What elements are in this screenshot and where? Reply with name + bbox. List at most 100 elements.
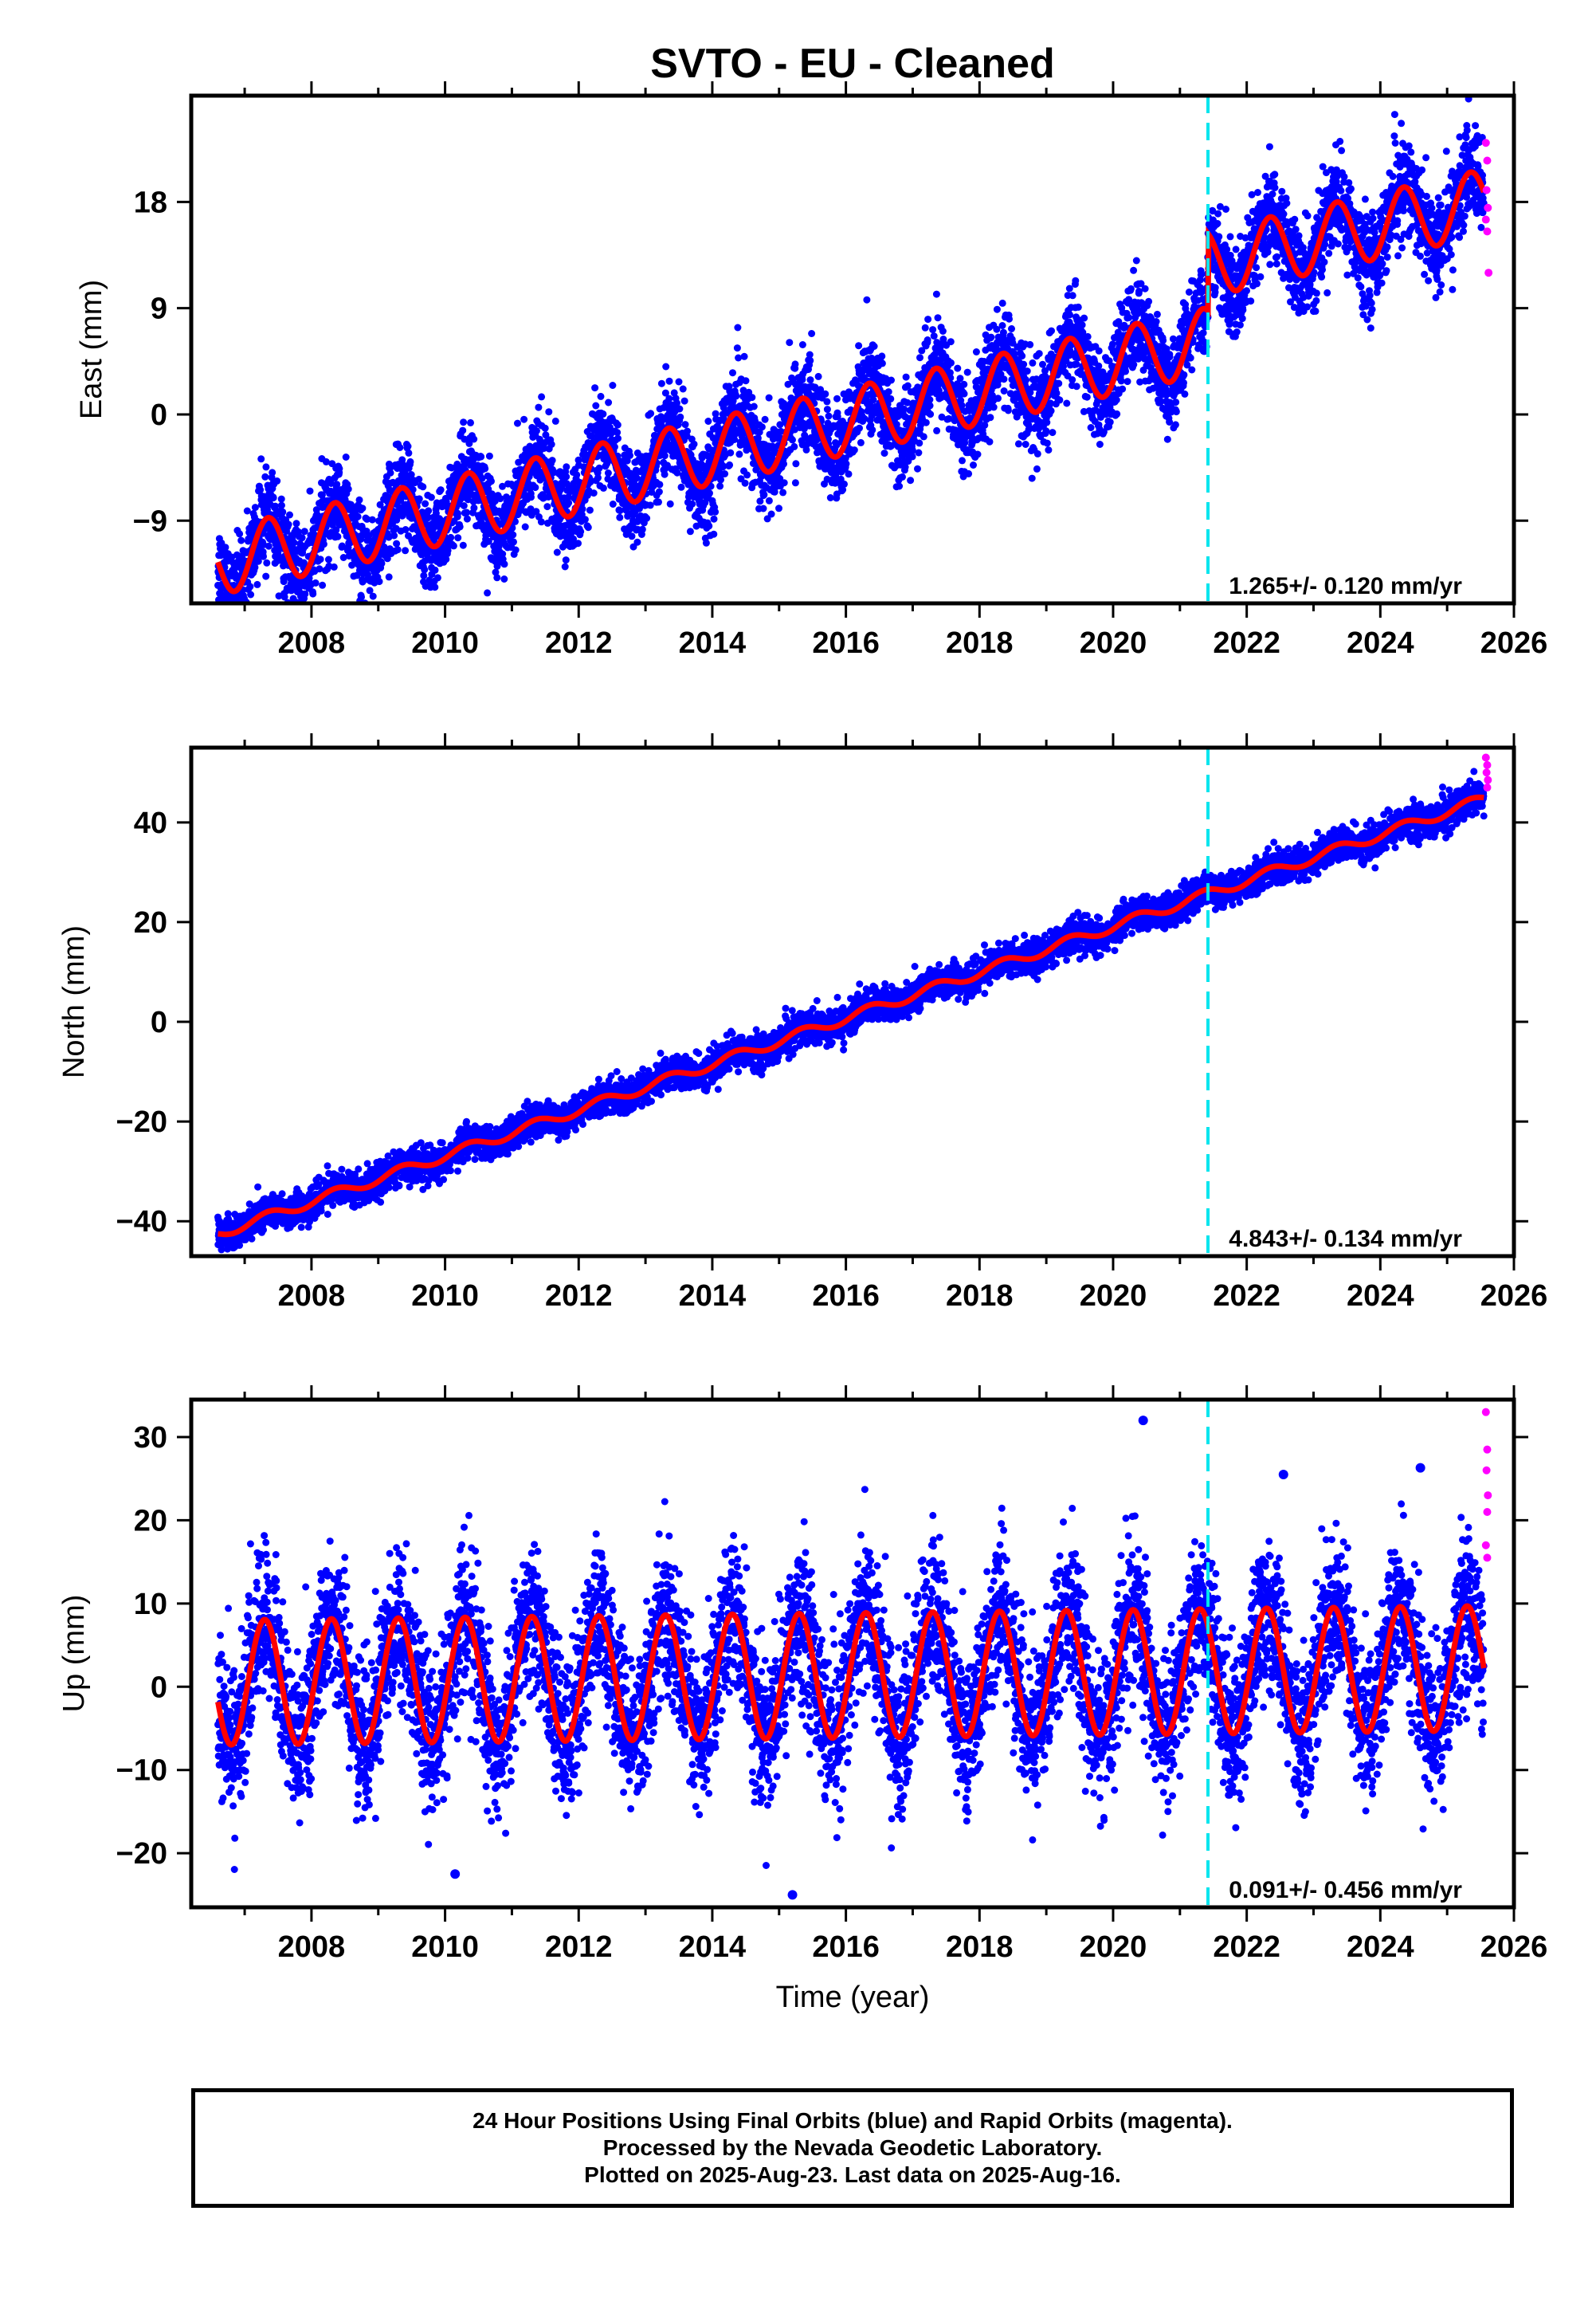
data-point [1084,332,1092,340]
data-point [999,328,1007,336]
data-point [496,495,504,503]
data-point [947,359,955,367]
data-point [269,494,277,502]
data-point [298,534,306,542]
data-point [716,482,724,490]
data-point [932,290,940,298]
data-point [665,395,673,403]
data-point [806,356,814,364]
data-point [228,611,235,619]
data-point [922,418,930,426]
data-point [681,421,689,429]
data-point [616,513,624,521]
data-point [304,612,311,619]
data-point [230,563,238,571]
data-point [1163,435,1171,443]
data-point [586,506,594,514]
data-point [222,544,229,552]
data-point [1095,362,1103,370]
data-point [924,316,932,324]
data-point [1000,375,1008,383]
data-point [396,444,404,451]
data-point [729,369,736,377]
data-point [1056,396,1064,404]
data-point [226,611,233,619]
data-point [626,451,633,459]
data-point [433,574,441,582]
data-point [409,485,417,493]
data-point [358,593,365,601]
data-point [478,474,486,482]
data-point [790,442,798,450]
data-point [454,509,461,517]
data-point [741,479,749,487]
data-point [869,396,877,404]
data-point [1125,314,1133,321]
data-point [900,405,908,413]
data-point [499,482,506,490]
data-point [710,515,718,523]
data-point [841,480,848,488]
data-point [563,463,571,471]
data-point [227,616,234,623]
data-point [934,314,942,322]
data-point [1026,340,1034,348]
data-point [459,541,467,549]
data-point [792,460,800,468]
data-point [927,410,935,418]
data-point [786,339,794,347]
data-point [833,395,841,403]
data-point [1145,297,1153,305]
data-point [655,488,663,496]
data-point [447,533,455,541]
data-point [765,497,773,505]
data-point [453,460,461,468]
data-point [1095,347,1103,355]
data-point [235,605,242,612]
data-point [305,574,313,582]
data-point [432,509,440,517]
data-point [993,305,1001,313]
data-point [322,457,330,465]
data-point [335,465,343,473]
data-point [364,571,371,579]
data-point [987,333,995,341]
data-point [628,532,636,540]
data-point [1000,387,1008,395]
data-point [633,538,641,546]
data-point [1006,315,1013,323]
data-point [1047,406,1055,414]
data-point [253,580,261,588]
data-point [1113,410,1121,418]
data-point [1022,376,1030,384]
data-point [312,579,320,587]
data-point [444,547,452,555]
data-point [327,480,335,487]
data-point [609,501,617,508]
data-point [939,328,947,335]
data-point [369,592,377,600]
data-point [265,542,273,550]
data-point [398,456,406,464]
data-point [675,378,683,386]
data-point [484,537,492,545]
data-point [704,418,712,425]
data-point [344,485,352,493]
data-point [459,426,467,434]
data-point [806,376,814,384]
data-point [309,590,317,598]
data-point [415,475,423,483]
data-point [1043,418,1051,426]
data-point [368,516,376,524]
data-point [508,524,516,532]
data-point [954,364,962,372]
data-point [680,397,688,405]
data-point [1096,441,1104,448]
data-point [657,379,665,387]
data-point [842,460,850,468]
data-point [1066,311,1073,319]
data-point [887,395,895,403]
data-point [246,583,254,591]
data-point [904,382,912,390]
data-point [1042,427,1050,435]
